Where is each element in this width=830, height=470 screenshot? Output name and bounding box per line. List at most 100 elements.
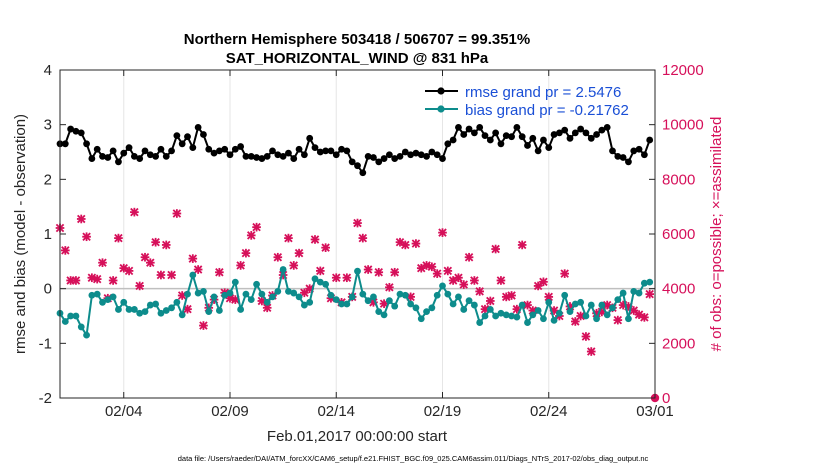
rmse-point <box>274 151 282 159</box>
obs-assimilated-marker <box>475 287 485 296</box>
bias-point <box>444 290 452 298</box>
bias-point <box>401 291 409 299</box>
bias-point <box>609 304 616 312</box>
obs-assimilated-marker <box>273 252 283 262</box>
obs-assimilated-marker <box>438 228 447 237</box>
bias-point <box>322 280 330 288</box>
rmse-point <box>263 152 271 160</box>
rmse-point <box>571 129 579 137</box>
legend-rmse-marker <box>437 87 445 95</box>
bias-point <box>332 296 340 303</box>
bias-point <box>587 301 595 309</box>
rmse-point <box>370 154 377 161</box>
obs-assimilated-marker <box>560 269 570 278</box>
rmse-point <box>77 129 85 137</box>
legend-rmse-label: rmse grand pr = 2.5476 <box>465 84 621 101</box>
bias-point <box>72 312 80 320</box>
rmse-point <box>545 144 553 152</box>
x-tick-label: 02/19 <box>424 403 462 420</box>
obs-assimilated-marker <box>576 311 585 321</box>
rmse-point <box>327 147 335 155</box>
obs-assimilated-marker <box>517 240 527 250</box>
bias-point <box>141 308 149 316</box>
x-axis-label: Feb.01,2017 00:00:00 start <box>267 428 448 445</box>
obs-assimilated-marker <box>114 233 123 243</box>
bias-point <box>300 301 308 309</box>
obs-assimilated-marker <box>491 244 500 254</box>
obs-assimilated-marker <box>76 214 86 224</box>
obs-assimilated-marker <box>193 265 203 274</box>
rmse-point <box>502 132 510 140</box>
obs-assimilated-marker <box>188 254 198 263</box>
rmse-point <box>300 151 308 159</box>
rmse-point <box>109 147 117 155</box>
obs-assimilated-marker <box>246 231 256 240</box>
obs-assimilated-marker <box>411 239 421 248</box>
obs-assimilated-marker <box>432 269 442 278</box>
obs-assimilated-marker <box>289 261 299 270</box>
rmse-point <box>359 169 367 177</box>
bias-point <box>83 331 90 339</box>
y2-tick-label: 10000 <box>662 117 704 134</box>
obs-assimilated-marker <box>167 270 176 280</box>
rmse-point <box>609 147 616 155</box>
obs-assimilated-marker <box>310 235 320 244</box>
bias-point <box>327 291 335 299</box>
bias-point <box>460 306 468 313</box>
rmse-point <box>184 133 191 141</box>
bias-point <box>603 311 611 319</box>
rmse-point <box>88 155 96 162</box>
bias-point <box>109 293 117 301</box>
obs-assimilated-marker <box>470 276 479 285</box>
bias-point <box>306 298 314 306</box>
rmse-point <box>99 152 106 160</box>
rmse-point <box>290 155 298 162</box>
bias-point <box>502 311 510 319</box>
bias-point <box>125 306 133 313</box>
obs-assimilated-marker <box>241 248 251 258</box>
legend: rmse grand pr = 2.5476 bias grand pr = -… <box>425 84 629 119</box>
y-tick-label: 4 <box>44 62 52 79</box>
obs-assimilated-marker <box>71 276 81 285</box>
rmse-point <box>614 152 622 160</box>
obs-assimilated-marker <box>363 265 373 274</box>
bias-point <box>619 289 627 297</box>
bias-point <box>285 288 292 295</box>
bias-point <box>534 307 542 314</box>
bias-point <box>348 293 356 301</box>
rmse-point <box>120 149 128 157</box>
bias-point <box>290 289 298 297</box>
bias-point <box>215 307 223 314</box>
bias-point <box>561 291 569 299</box>
rmse-point <box>428 148 436 156</box>
bias-point <box>120 298 128 306</box>
rmse-point <box>221 145 229 153</box>
bias-point <box>423 308 430 316</box>
bias-point <box>115 306 122 313</box>
obs-assimilated-marker <box>135 281 145 291</box>
bias-point <box>577 298 585 306</box>
obs-assimilated-marker <box>92 274 102 284</box>
y-tick-label: 1 <box>44 226 52 243</box>
y2-tick-label: 6000 <box>662 226 695 243</box>
rmse-point <box>200 131 207 138</box>
rmse-point <box>242 152 250 160</box>
bias-point <box>407 300 415 308</box>
obs-assimilated-marker <box>156 270 166 280</box>
bias-point <box>67 312 75 320</box>
obs-assimilated-marker <box>145 258 155 268</box>
bias-point <box>343 300 351 308</box>
y2-tick-label: 12000 <box>662 62 704 79</box>
bias-point <box>439 282 446 290</box>
legend-bias-marker <box>437 105 445 113</box>
y-tick-label: 0 <box>44 281 52 298</box>
rmse-point <box>635 145 643 153</box>
bias-point <box>226 289 234 297</box>
bias-point <box>545 298 553 306</box>
obs-assimilated-marker <box>645 289 655 299</box>
bias-point <box>391 302 399 310</box>
obs-assimilated-marker <box>427 262 437 272</box>
rmse-point <box>322 147 330 155</box>
chart-subtitle: SAT_HORIZONTAL_WIND @ 831 hPa <box>226 50 489 67</box>
